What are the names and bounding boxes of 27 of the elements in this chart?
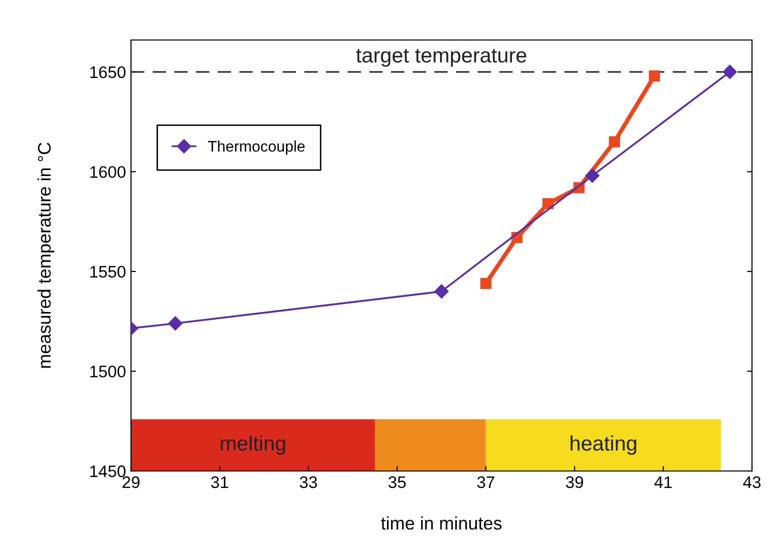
y-tick-label: 1500: [90, 366, 126, 378]
ref-line-label: target temperature: [356, 48, 526, 67]
point: [608, 136, 620, 148]
point: [434, 284, 449, 298]
x-tick-label: 29: [122, 476, 140, 488]
point: [480, 278, 492, 289]
point: [168, 316, 182, 330]
y-tick-label: 1450: [90, 465, 126, 478]
point: [648, 70, 660, 82]
point: [542, 198, 554, 210]
x-tick-label: 41: [654, 476, 672, 488]
point: [585, 168, 600, 183]
y-tick-label: 1650: [90, 66, 126, 78]
x-tick-label: 35: [388, 476, 406, 488]
y-tick-label: 1600: [90, 166, 126, 178]
x-tick-label: 43: [743, 476, 761, 488]
point: [722, 64, 737, 80]
y-tick-label: 1550: [90, 266, 126, 278]
band-label: melting: [220, 435, 286, 455]
y-axis-title: measured temperature in °C: [38, 142, 54, 368]
legend-label: Thermocouple: [208, 140, 305, 155]
x-tick-label: 33: [300, 476, 317, 488]
x-tick-label: 31: [211, 476, 228, 488]
x-axis-title: time in minutes: [381, 516, 502, 530]
x-tick-label: 37: [477, 476, 494, 488]
band-label: heating: [570, 435, 636, 455]
x-tick-label: 39: [566, 476, 584, 488]
